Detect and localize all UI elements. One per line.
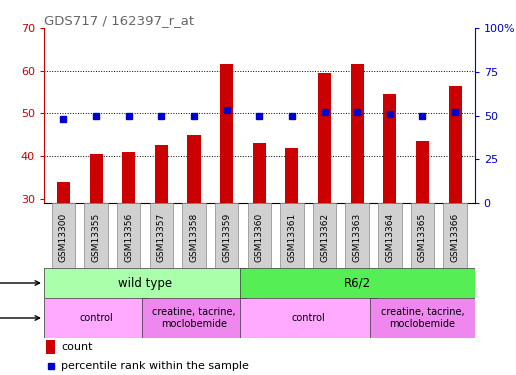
Text: GSM13358: GSM13358	[189, 213, 199, 262]
Bar	[248, 203, 271, 268]
Text: GSM13361: GSM13361	[287, 213, 296, 262]
Bar	[351, 64, 364, 203]
Bar	[370, 298, 475, 338]
Bar	[280, 203, 304, 268]
Bar	[44, 268, 246, 298]
Bar	[155, 146, 168, 203]
Text: GDS717 / 162397_r_at: GDS717 / 162397_r_at	[44, 14, 194, 27]
Text: creatine, tacrine,
moclobemide: creatine, tacrine, moclobemide	[381, 307, 464, 329]
Text: percentile rank within the sample: percentile rank within the sample	[61, 361, 249, 371]
Bar	[187, 135, 201, 203]
Bar	[285, 147, 298, 203]
Text: GSM13362: GSM13362	[320, 213, 329, 262]
Bar	[90, 154, 103, 203]
Text: GSM13365: GSM13365	[418, 213, 427, 262]
Bar	[117, 203, 140, 268]
Bar	[416, 141, 429, 203]
Text: GSM13357: GSM13357	[157, 213, 166, 262]
Text: creatine, tacrine,
moclobemide: creatine, tacrine, moclobemide	[152, 307, 236, 329]
Bar	[57, 182, 70, 203]
Bar	[150, 203, 173, 268]
Bar	[383, 94, 396, 203]
Text: GSM13366: GSM13366	[450, 213, 460, 262]
Bar	[253, 143, 266, 203]
Bar	[46, 340, 55, 354]
Text: GSM13359: GSM13359	[222, 213, 231, 262]
Bar	[240, 268, 475, 298]
Bar	[240, 298, 377, 338]
Text: GSM13363: GSM13363	[353, 213, 362, 262]
Bar	[122, 152, 135, 203]
Text: agent: agent	[0, 313, 40, 323]
Bar	[411, 203, 434, 268]
Text: GSM13355: GSM13355	[91, 213, 101, 262]
Text: strain: strain	[0, 278, 40, 288]
Bar	[220, 64, 233, 203]
Bar	[378, 203, 401, 268]
Text: control: control	[292, 313, 325, 323]
Bar	[443, 203, 467, 268]
Bar	[313, 203, 336, 268]
Bar	[44, 298, 148, 338]
Bar	[84, 203, 108, 268]
Text: wild type: wild type	[118, 276, 172, 290]
Bar	[346, 203, 369, 268]
Text: GSM13364: GSM13364	[385, 213, 394, 262]
Bar	[52, 203, 75, 268]
Text: GSM13360: GSM13360	[255, 213, 264, 262]
Text: GSM13356: GSM13356	[124, 213, 133, 262]
Bar	[142, 298, 246, 338]
Text: R6/2: R6/2	[344, 276, 371, 290]
Text: control: control	[79, 313, 113, 323]
Bar	[182, 203, 206, 268]
Text: GSM13300: GSM13300	[59, 213, 68, 262]
Bar	[448, 86, 462, 203]
Bar	[215, 203, 238, 268]
Text: count: count	[61, 342, 93, 352]
Bar	[318, 73, 331, 203]
